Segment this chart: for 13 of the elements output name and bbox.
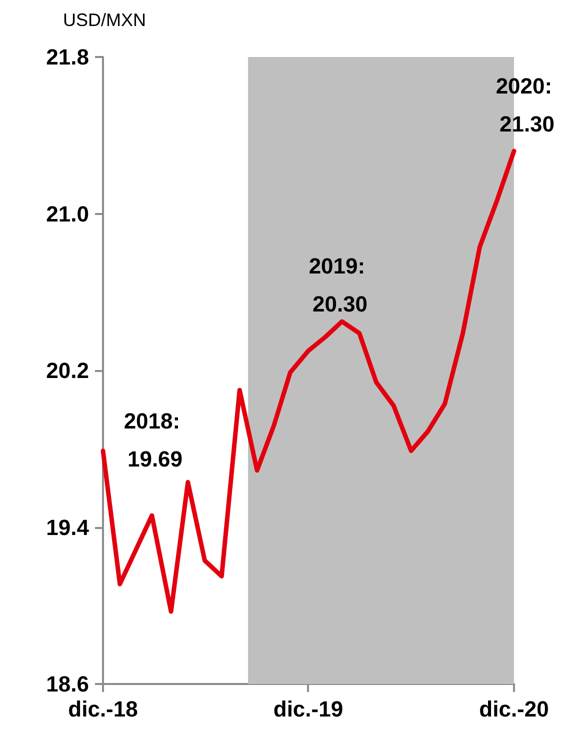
y-tick-label: 21.0	[46, 201, 89, 226]
y-tick-label: 19.4	[46, 514, 90, 540]
x-tick-label: dic.-19	[273, 696, 344, 722]
annotation: 2020: 21.30	[496, 74, 558, 136]
y-tick-label: 20.2	[46, 358, 89, 383]
line-series	[100, 148, 516, 614]
y-axis-title: USD/MXN	[63, 10, 146, 30]
annotation: 2018: 19.69	[124, 408, 186, 472]
x-tick-label: dic.-20	[479, 696, 549, 722]
y-tick-label: 18.6	[46, 672, 89, 696]
annotation: 2019: 20.30	[308, 254, 372, 316]
y-tick-label: 21.8	[46, 44, 89, 70]
x-tick-label: dic.-18	[68, 696, 138, 722]
